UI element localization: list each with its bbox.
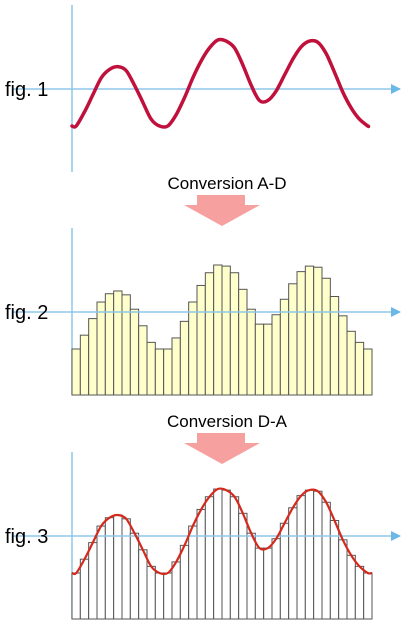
fig3-sample-bar-3 [88,542,98,620]
fig2-sample-bars [71,264,373,396]
fig3-sample-bar-1 [71,572,81,620]
fig2-sample-bar-11 [154,348,165,396]
fig2-sample-bar-33 [338,315,348,396]
fig2-sample-bar-6 [113,290,123,396]
fig2-sample-bar-12 [163,348,173,396]
fig2-sample-bar-13 [171,337,181,396]
conversion-ad-label: Conversion A-D [167,174,286,193]
fig3-reconstructed-signal [71,487,373,576]
fig2-sample-bar-8 [129,308,140,396]
fig3-sample-bar-23 [254,547,265,620]
fig3-sample-bars [71,488,373,620]
fig2-sample-bar-35 [354,341,365,396]
fig3-sample-bar-7 [121,518,131,620]
fig2-sample-bar-20 [229,272,240,396]
fig3-sample-bar-10 [146,565,156,620]
fig2-sample-bar-18 [213,264,223,396]
fig3-sample-bar-25 [271,538,281,620]
fig3-sample-bar-18 [213,488,223,620]
fig3-sample-bar-12 [163,572,173,620]
fig2-sample-bar-31 [321,277,331,396]
fig2-sample-bar-19 [221,265,231,396]
fig2-sample-bar-15 [188,301,198,396]
fig3-sample-bar-8 [129,532,140,620]
fig2-sample-bar-26 [279,298,290,396]
fig2-sample-bar-14 [179,320,190,396]
fig3-sample-bar-29 [304,489,315,620]
fig2-sample-bar-25 [271,314,281,396]
fig1-analog-signal [70,37,371,129]
fig3-sample-bar-33 [338,539,348,620]
fig3-sample-bar-2 [79,558,90,620]
fig3-sample-bar-4 [96,525,106,620]
conversion-ad-arrow [184,195,260,226]
fig3-sample-bar-24 [263,547,273,620]
fig3-sample-bar-21 [238,512,248,620]
fig2-sample-bar-1 [71,348,81,396]
fig1-group: fig. 1 [5,5,401,172]
fig2-sample-bar-17 [204,272,215,396]
fig3-sample-bar-31 [321,501,331,620]
fig3-sample-bar-17 [204,496,215,620]
fig2-sample-bar-3 [88,318,98,396]
fig3-label: fig. 3 [5,526,48,548]
fig3-sample-bar-5 [104,517,115,620]
fig3-sample-bar-34 [346,554,356,620]
fig2-sample-bar-29 [304,265,315,396]
fig2-sample-bar-21 [238,288,248,396]
conversion-da-label: Conversion D-A [167,412,288,431]
fig2-sample-bar-9 [138,325,148,396]
fig3-sample-bar-20 [229,496,240,620]
fig2-sample-bar-23 [254,323,265,396]
fig2-sample-bar-24 [263,323,273,396]
fig2-label: fig. 2 [5,302,48,324]
fig3-group: fig. 3 [5,452,401,620]
fig3-sample-bar-22 [246,532,256,620]
fig2-sample-bar-10 [146,341,156,396]
fig3-sample-bar-14 [179,544,190,620]
fig3-sample-bar-27 [288,507,298,620]
fig3-sample-bar-30 [313,490,323,620]
fig2-sample-bar-16 [196,284,206,396]
fig2-sample-bar-5 [104,293,115,396]
fig3-sample-bar-6 [113,514,123,620]
fig3-sample-bar-36 [363,572,373,620]
fig3-sample-bar-19 [221,489,231,620]
fig2-sample-bar-7 [121,294,131,396]
fig2-sample-bar-28 [296,271,306,396]
fig2-sample-bar-22 [246,308,256,396]
fig3-sample-bar-16 [196,508,206,620]
fig2-group: fig. 2 [5,228,401,396]
fig3-sample-bar-13 [171,561,181,620]
fig2-sample-bar-27 [288,283,298,396]
fig3-sample-bar-11 [154,572,165,620]
fig3-sample-bar-35 [354,565,365,620]
fig3-sample-bar-15 [188,525,198,620]
fig2-sample-bar-2 [79,334,90,396]
conversion-da-group: Conversion D-A [167,412,288,464]
fig3-sample-bar-26 [279,522,290,620]
fig2-sample-bar-4 [96,301,106,396]
conversion-ad-group: Conversion A-D [167,174,287,226]
fig2-sample-bar-36 [363,348,373,396]
fig3-sample-bar-9 [138,549,148,620]
conversion-da-arrow [184,433,260,464]
fig2-sample-bar-30 [313,266,323,396]
fig2-sample-bar-34 [346,330,356,396]
fig3-sample-bar-28 [296,495,306,620]
fig1-label: fig. 1 [5,79,48,101]
